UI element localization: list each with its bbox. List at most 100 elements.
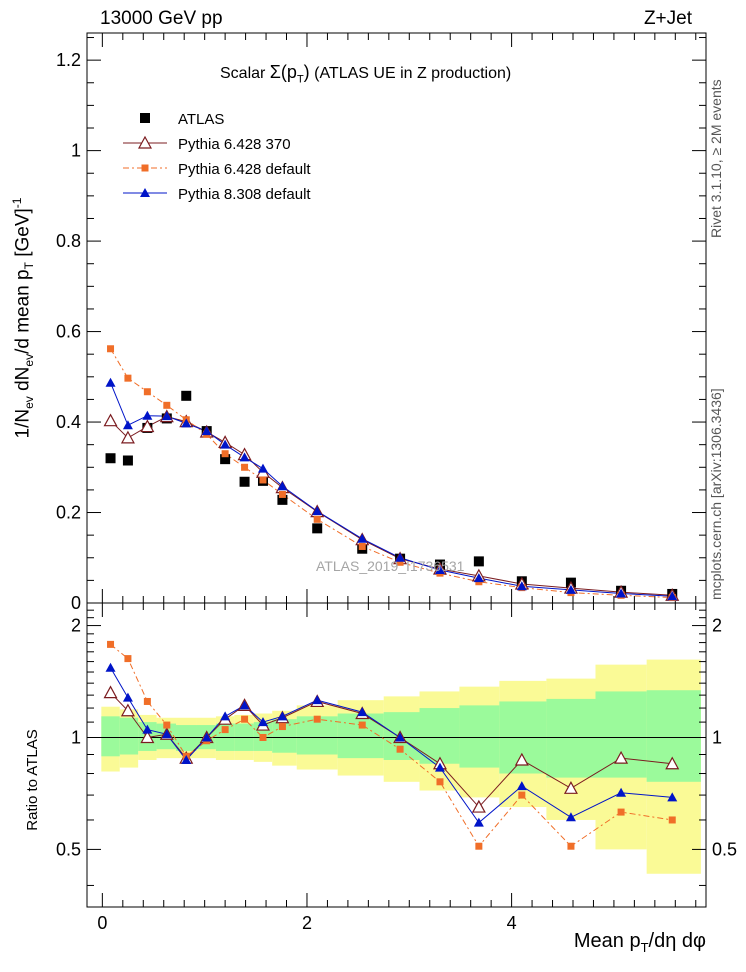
legend-marker (137, 135, 153, 149)
band-inner-bin (459, 705, 500, 768)
chart-title: Scalar Σ(pT) (ATLAS UE in Z production) (220, 62, 512, 86)
point-pythia-6-428-370 (140, 419, 155, 433)
y-axis-label: 1/Nev dNev/d mean pT [GeV]-1 (10, 197, 37, 439)
point-atlas (105, 453, 116, 464)
ratio-point-pythia-6-428-default (241, 715, 249, 723)
ratio-point-pythia-6-428-370 (563, 781, 578, 794)
point-pythia-6-428-default (143, 388, 151, 396)
ratio-point-pythia-6-428-default (107, 640, 115, 648)
header-process: Z+Jet (643, 8, 692, 29)
x-tick-label: 2 (302, 913, 312, 933)
point-pythia-8-308-default (312, 506, 323, 516)
ratio-point-pythia-6-428-370 (120, 703, 135, 717)
point-atlas (312, 523, 323, 534)
analysis-watermark: ATLAS_2019_I1736531 (316, 558, 465, 574)
axis-ticks: 0 2 4 0 0.2 0.4 0.6 0.8 1 1.2 0.5 0.5 1 1 2 2 (56, 33, 737, 933)
ratio-y-tick-label: 0.5 (56, 839, 81, 859)
ratio-point-pythia-6-428-default (278, 723, 286, 731)
ratio-point-pythia-6-428-370 (471, 799, 486, 813)
point-pythia-8-308-default (181, 418, 192, 428)
point-pythia-6-428-default (221, 450, 229, 458)
point-pythia-8-308-default (201, 426, 212, 436)
ratio-point-pythia-8-308-default (161, 729, 172, 739)
y-tick-label: 0.8 (56, 231, 81, 251)
point-pythia-6-428-default (396, 558, 404, 566)
point-pythia-8-308-default (161, 411, 172, 421)
point-pythia-6-428-default (358, 542, 366, 550)
point-pythia-6-428-default (241, 463, 249, 471)
legend-marker (140, 113, 150, 123)
y-tick-label: 0.2 (56, 503, 81, 523)
ratio-point-pythia-6-428-default (221, 726, 229, 734)
point-pythia-8-308-default (616, 588, 627, 598)
point-pythia-6-428-default (259, 476, 267, 484)
ratio-point-pythia-6-428-default (518, 791, 526, 799)
legend: ATLAS Pythia 6.428 370 Pythia 6.428 defaul… (123, 111, 311, 203)
ratio-point-pythia-6-428-default (567, 842, 575, 850)
point-atlas (181, 390, 192, 401)
ratio-point-pythia-8-308-default (105, 662, 116, 672)
ratio-point-pythia-8-308-default (220, 711, 231, 721)
ratio-point-pythia-6-428-default (668, 816, 676, 824)
band-inner-bin (595, 691, 647, 778)
point-pythia-8-308-default (565, 584, 576, 594)
legend-label: ATLAS (178, 111, 224, 128)
y-tick-label: 0.4 (56, 412, 81, 432)
point-atlas (473, 556, 484, 567)
ratio-point-pythia-8-308-default (122, 692, 133, 702)
point-pythia-8-308-default (516, 581, 527, 591)
ratio-point-pythia-8-308-default (181, 754, 192, 764)
y-tick-label: 1 (71, 141, 81, 161)
ratio-point-pythia-6-428-370 (514, 752, 529, 766)
x-tick-label: 4 (507, 913, 517, 933)
ratio-point-pythia-8-308-default (142, 724, 153, 734)
point-pythia-8-308-default (220, 439, 231, 449)
point-pythia-6-428-default (107, 345, 115, 353)
point-pythia-8-308-default (667, 591, 678, 601)
point-pythia-6-428-370 (103, 413, 118, 427)
ratio-point-pythia-6-428-370 (103, 685, 118, 699)
point-pythia-6-428-default (163, 401, 171, 409)
ratio-point-pythia-6-428-default (396, 745, 404, 753)
band-inner-bin (419, 708, 460, 764)
ratio-point-pythia-6-428-370 (665, 756, 680, 770)
point-pythia-8-308-default (434, 564, 445, 574)
band-inner-bin (101, 716, 120, 757)
ratio-point-pythia-6-428-default (124, 655, 132, 663)
ratio-point-pythia-8-308-default (239, 700, 250, 710)
band-inner-bin (176, 725, 197, 751)
legend-marker (140, 188, 150, 197)
point-pythia-8-308-default (105, 377, 116, 387)
ratio-y-tick-label-right: 0.5 (712, 839, 737, 859)
point-pythia-6-428-default (278, 490, 286, 498)
ratio-uncertainty-bands (101, 659, 701, 874)
legend-label: Pythia 8.308 default (178, 186, 311, 203)
legend-label: Pythia 6.428 default (178, 161, 311, 178)
ratio-y-tick-label: 2 (71, 616, 81, 636)
point-atlas (239, 476, 250, 487)
point-pythia-8-308-default (277, 481, 288, 491)
ratio-point-pythia-8-308-default (201, 732, 212, 742)
ratio-point-pythia-8-308-default (312, 695, 323, 705)
ratio-point-pythia-6-428-default (475, 842, 483, 850)
ratio-point-pythia-6-428-default (313, 715, 321, 723)
ratio-point-pythia-8-308-default (616, 787, 627, 797)
ratio-point-pythia-8-308-default (257, 717, 268, 727)
ratio-point-pythia-6-428-default (358, 721, 366, 729)
point-pythia-8-308-default (239, 452, 250, 462)
ratio-point-pythia-8-308-default (277, 711, 288, 721)
ratio-y-tick-label-right: 1 (712, 727, 722, 747)
y-tick-label: 1.2 (56, 50, 81, 70)
mcplots-note: mcplots.cern.ch [arXiv:1306.3436] (708, 388, 724, 600)
legend-marker (141, 164, 149, 172)
band-inner-bin (119, 717, 139, 755)
ratio-point-pythia-8-308-default (473, 817, 484, 827)
point-pythia-6-428-default (124, 374, 132, 382)
y-tick-label: 0.6 (56, 322, 81, 342)
ratio-point-pythia-6-428-default (617, 808, 625, 816)
band-inner-bin (337, 713, 384, 759)
ratio-y-tick-label-right: 2 (712, 616, 722, 636)
point-atlas (122, 455, 133, 466)
point-pythia-8-308-default (257, 463, 268, 473)
